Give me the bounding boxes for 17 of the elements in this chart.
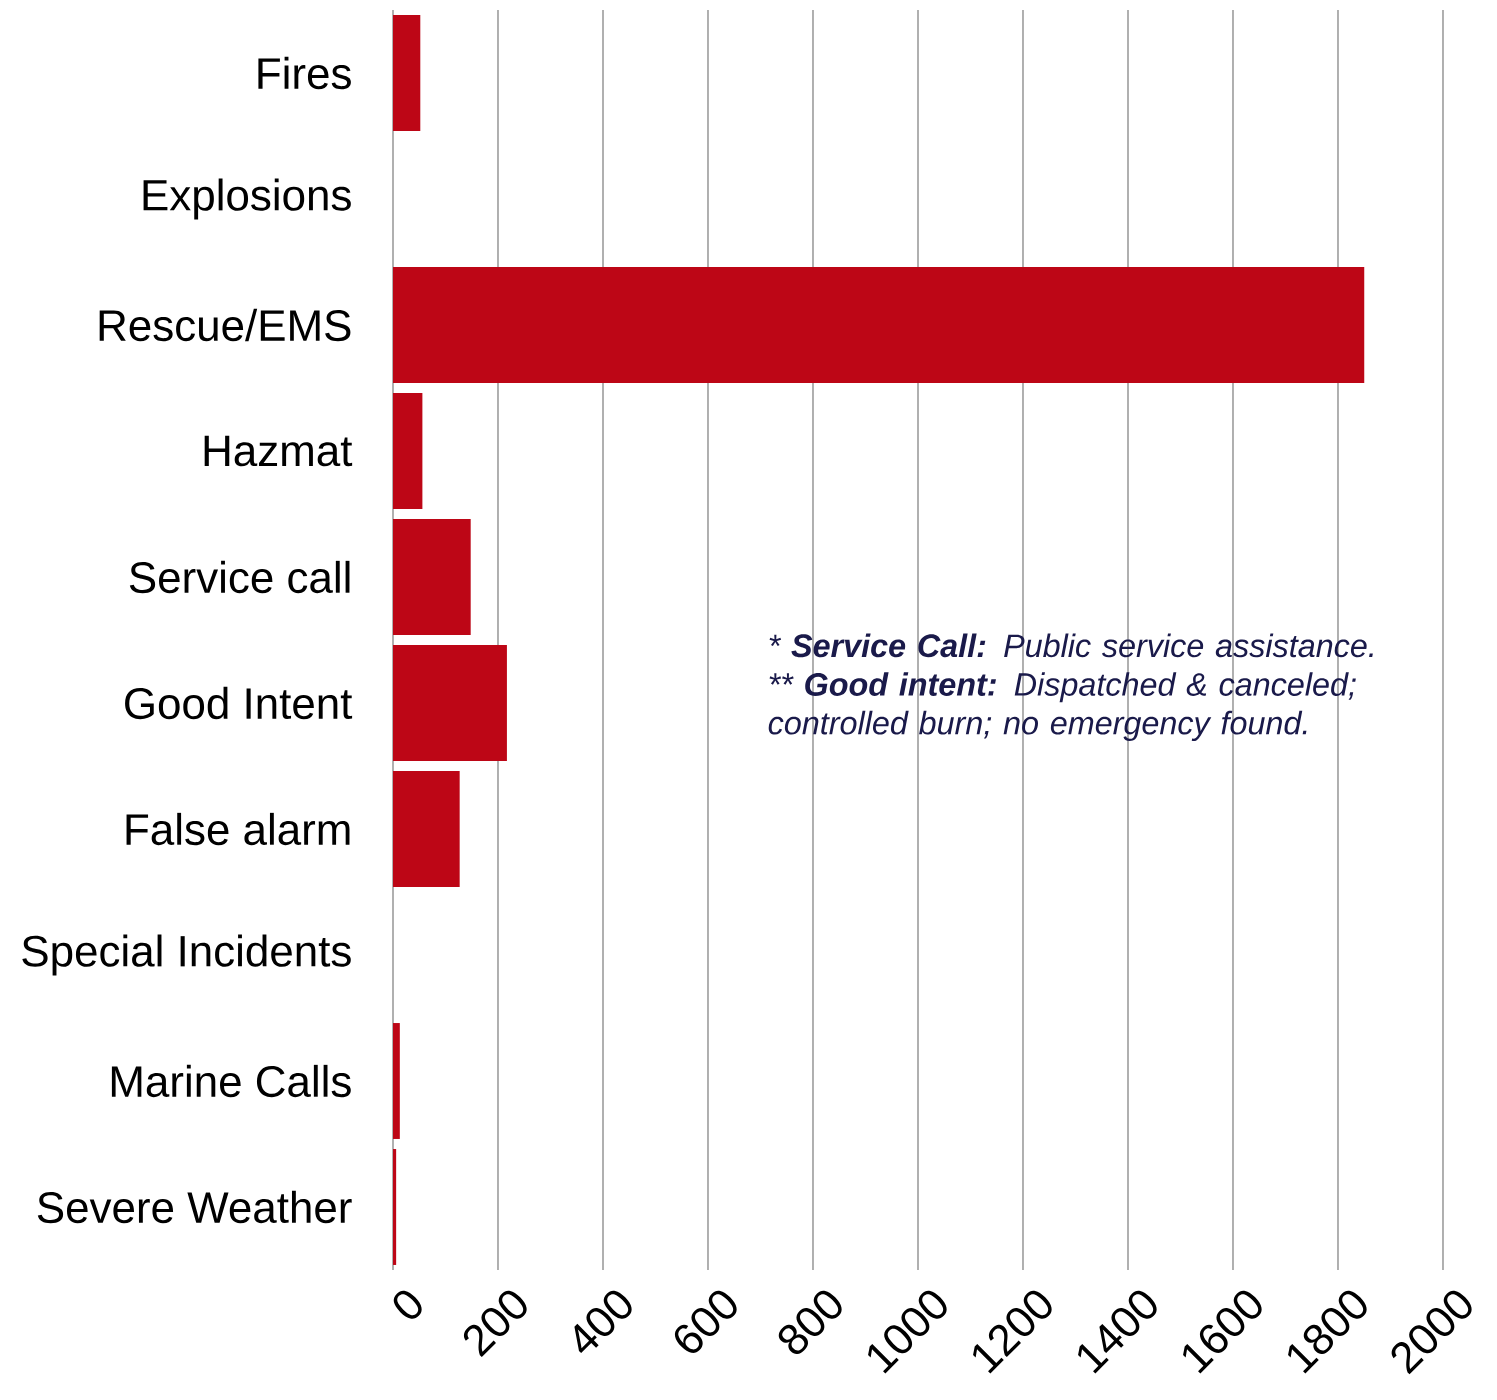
y-tick-label: Service call	[129, 560, 350, 594]
y-tick-label: Good Intent	[125, 686, 353, 720]
x-tick-label: 400	[574, 1290, 632, 1354]
y-tick-label: Marine Calls	[111, 1064, 351, 1098]
y-tick-label: Rescue/EMS	[99, 308, 351, 342]
x-tick-label: 200	[463, 1290, 527, 1358]
x-tick-label: 800	[778, 1290, 842, 1355]
y-tick-label: Severe Weather	[37, 1190, 352, 1224]
y-tick-label: Fires	[258, 56, 351, 90]
y-tick-label: Explosions	[143, 178, 351, 220]
x-tick-label: 600	[674, 1290, 737, 1353]
y-tick-label: False alarm	[126, 812, 350, 846]
annotation: **Good intent: Dispatched & canceled; controlled burn; no emergency found.	[768, 672, 1356, 741]
y-tick-label: Hazmat	[204, 435, 353, 467]
x-tick-label: 0	[393, 1290, 422, 1319]
annotation: *Service Call: Public service assistance.	[769, 633, 1373, 658]
y-tick-label: Special Incidents	[22, 934, 351, 976]
